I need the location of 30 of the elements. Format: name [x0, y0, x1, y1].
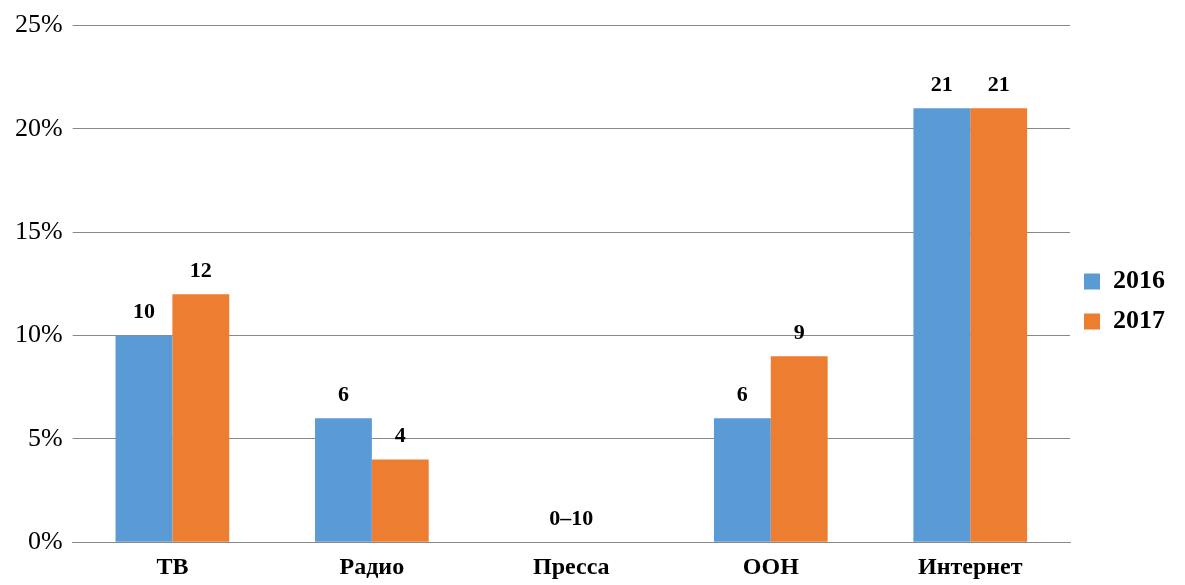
bar — [371, 459, 429, 542]
bar — [172, 294, 230, 542]
bar — [770, 356, 828, 542]
y-tick-label: 10% — [14, 319, 63, 349]
y-tick-label: 5% — [27, 422, 63, 452]
bar — [115, 335, 173, 542]
data-label: 21 — [987, 70, 1010, 96]
y-tick-label: 20% — [14, 112, 63, 142]
x-tick-label: ТВ — [156, 552, 189, 579]
data-label: 21 — [930, 70, 953, 96]
data-label: 12 — [189, 256, 212, 282]
x-tick-label: ООН — [742, 552, 800, 579]
legend-label: 2016 — [1113, 265, 1165, 295]
data-label: 6 — [736, 380, 748, 406]
bar — [913, 108, 971, 542]
y-tick-label: 15% — [14, 216, 63, 246]
x-tick-label: Интернет — [917, 552, 1023, 579]
legend-label: 2017 — [1113, 305, 1165, 335]
y-tick-label: 0% — [27, 526, 63, 556]
x-tick-label: Радио — [339, 552, 405, 579]
annotation: 0–10 — [549, 504, 594, 530]
data-label: 9 — [793, 318, 805, 344]
bar — [713, 418, 771, 542]
bar — [970, 108, 1028, 542]
data-label: 10 — [132, 298, 155, 324]
bar — [315, 418, 372, 542]
data-label: 4 — [394, 422, 406, 448]
data-label: 6 — [337, 380, 349, 406]
x-tick-label: Пресса — [533, 552, 610, 579]
y-tick-label: 25% — [14, 9, 63, 39]
